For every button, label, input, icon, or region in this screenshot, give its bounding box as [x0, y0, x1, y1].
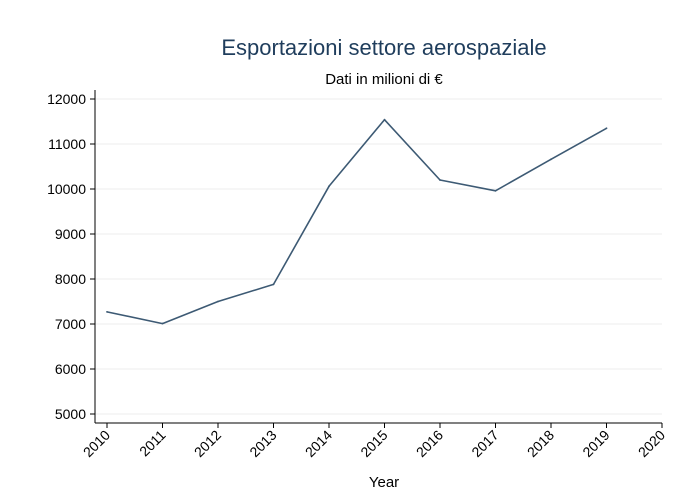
x-tick-label: 2015 — [357, 427, 390, 460]
x-tick-label: 2011 — [136, 427, 169, 460]
y-tick-label: 10000 — [47, 181, 86, 197]
data-point — [494, 189, 497, 192]
data-point — [272, 283, 275, 286]
gridlines — [95, 98, 662, 415]
data-point — [106, 310, 108, 313]
series-line — [106, 118, 607, 325]
x-tick-label: 2014 — [302, 427, 335, 460]
data-point — [605, 127, 608, 130]
y-tick-labels: 5000 6000 7000 8000 9000 10000 11000 12000 — [47, 91, 95, 422]
data-point — [217, 300, 219, 303]
x-tick-label: 2017 — [468, 427, 501, 460]
y-tick-label: 9000 — [55, 226, 86, 242]
x-tick-label: 2020 — [635, 427, 668, 460]
data-point — [383, 118, 386, 121]
y-tick-label: 7000 — [55, 316, 86, 332]
x-tick-label: 2016 — [413, 427, 446, 460]
data-point — [328, 185, 330, 188]
y-tick-label: 6000 — [55, 361, 86, 377]
x-tick-label: 2012 — [191, 427, 224, 460]
chart-title: Esportazioni settore aerospaziale — [221, 35, 546, 60]
chart-subtitle: Dati in milioni di € — [325, 71, 443, 88]
data-point — [439, 179, 441, 181]
data-point — [550, 158, 552, 161]
x-tick-label: 2010 — [80, 427, 113, 460]
y-tick-label: 8000 — [55, 271, 86, 287]
y-tick-label: 5000 — [55, 406, 86, 422]
x-tick-labels: 2010 2011 2012 2013 2014 2015 2016 2017 2018 2019… — [80, 423, 668, 460]
y-tick-label: 11000 — [48, 136, 86, 152]
x-tick-label: 2013 — [246, 427, 279, 460]
series-layer — [106, 118, 608, 325]
x-tick-label: 2019 — [579, 427, 612, 460]
x-tick-label: 2018 — [524, 427, 557, 460]
y-tick-label: 12000 — [47, 91, 86, 107]
data-point — [161, 322, 164, 325]
x-axis-label: Year — [369, 474, 399, 491]
